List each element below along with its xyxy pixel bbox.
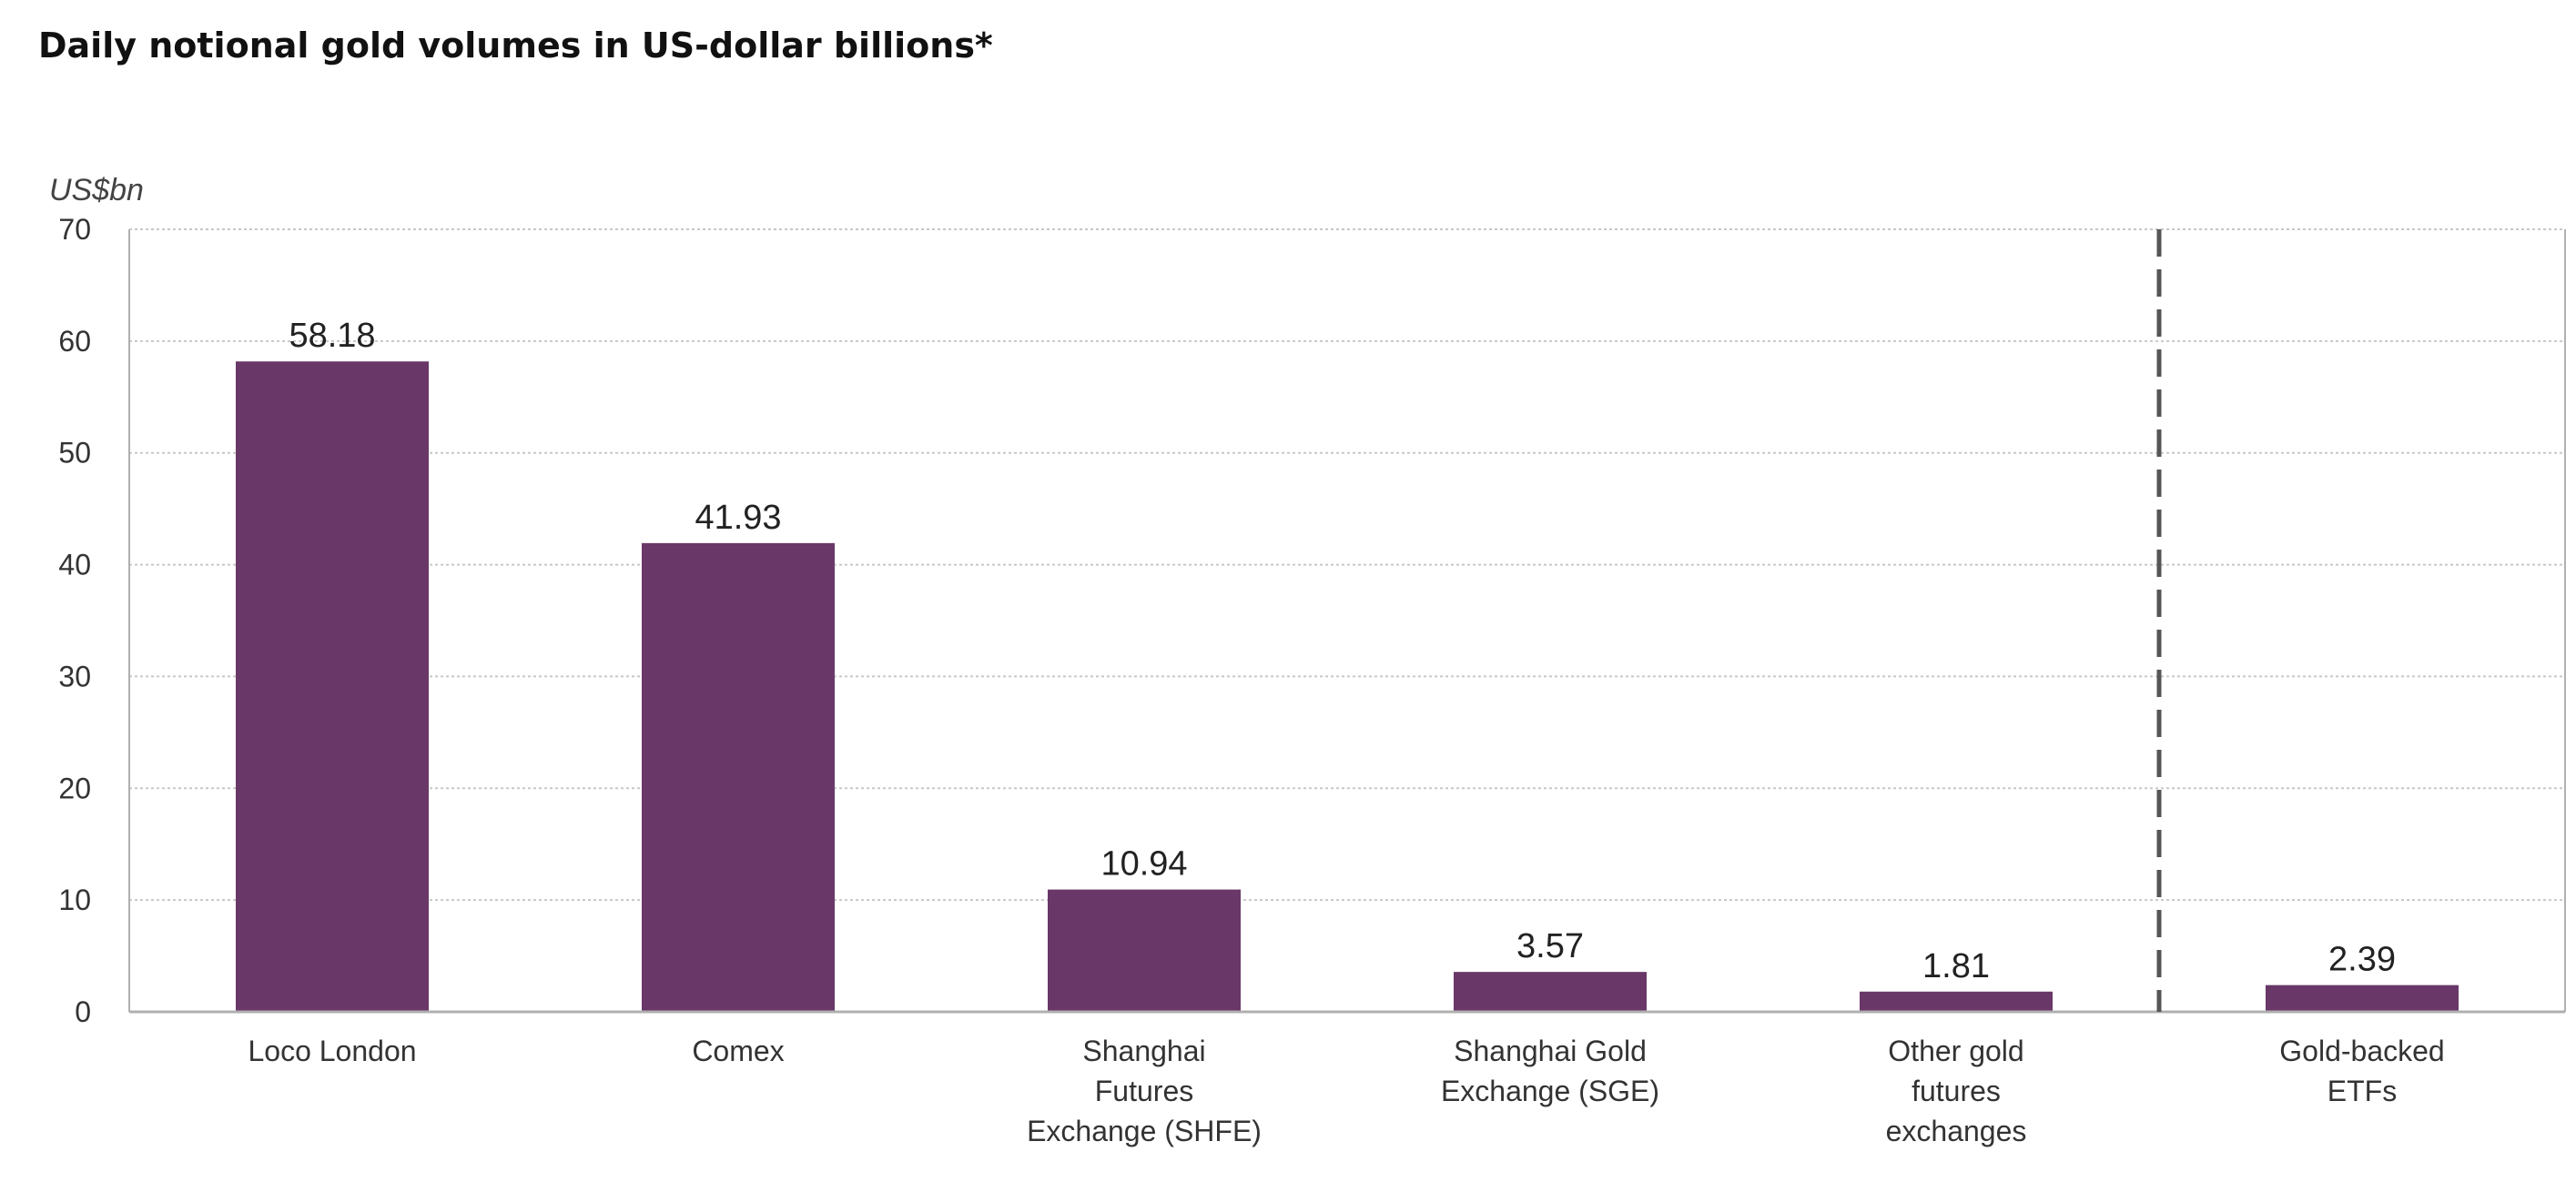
y-tick-label: 0 — [75, 995, 91, 1028]
x-tick-label-line: Comex — [692, 1035, 784, 1067]
x-tick-label-line: Shanghai Gold — [1454, 1035, 1647, 1067]
bars — [236, 361, 2459, 1012]
bar — [1860, 991, 2053, 1012]
data-label: 58.18 — [289, 317, 375, 355]
y-tick-label: 50 — [58, 437, 91, 470]
y-tick-label: 40 — [58, 549, 91, 581]
x-tick-label: Shanghai Gold Exchange (SGE) — [1441, 1035, 1659, 1107]
y-tick-label: 60 — [58, 325, 91, 358]
gridlines — [129, 228, 2565, 902]
data-label: 3.57 — [1516, 927, 1584, 965]
x-tick-label: Comex — [692, 1035, 784, 1067]
x-tick-label-line: Futures — [1095, 1075, 1193, 1107]
page-title: Daily notional gold volumes in US-dollar… — [38, 25, 993, 66]
y-tick-label: 30 — [58, 660, 91, 692]
data-label: 10.94 — [1100, 845, 1187, 884]
x-tick-label-line: Exchange (SHFE) — [1027, 1115, 1262, 1147]
bar — [2266, 985, 2459, 1012]
y-axis-label: US$bn — [49, 173, 144, 207]
x-tick-label-line: Exchange (SGE) — [1441, 1075, 1659, 1107]
x-tick-label-line: ETFs — [2328, 1075, 2397, 1107]
x-tick-label-line: Loco London — [248, 1035, 416, 1067]
x-axis-labels: Loco London Comex Shanghai Futures Exchange … — [248, 1035, 2444, 1147]
x-tick-label: Gold-backed ETFs — [2279, 1035, 2444, 1107]
y-tick-label: 10 — [58, 884, 91, 916]
x-tick-label-line: futures — [1912, 1075, 2001, 1107]
y-tick-label: 70 — [58, 213, 91, 246]
data-label: 2.39 — [2328, 941, 2396, 979]
x-tick-label: Shanghai Futures Exchange (SHFE) — [1027, 1035, 1262, 1147]
y-axis-ticks: 0 10 20 30 40 50 60 70 — [58, 213, 91, 1028]
x-tick-label-line: Gold-backed — [2279, 1035, 2444, 1067]
data-label: 41.93 — [695, 499, 781, 537]
bar — [1048, 889, 1241, 1012]
bar — [642, 542, 835, 1012]
x-tick-label-line: exchanges — [1886, 1115, 2027, 1147]
bar — [236, 361, 429, 1012]
x-tick-label-line: Other gold — [1888, 1035, 2023, 1067]
data-label: 1.81 — [1922, 947, 1990, 985]
bar — [1454, 972, 1647, 1012]
x-tick-label: Other gold futures exchanges — [1886, 1035, 2027, 1147]
y-tick-label: 20 — [58, 772, 91, 804]
axes — [128, 228, 2566, 1014]
x-tick-label-line: Shanghai — [1082, 1035, 1205, 1067]
data-labels: 58.18 41.93 10.94 3.57 1.81 2.39 — [289, 317, 2396, 985]
x-tick-label: Loco London — [248, 1035, 416, 1067]
